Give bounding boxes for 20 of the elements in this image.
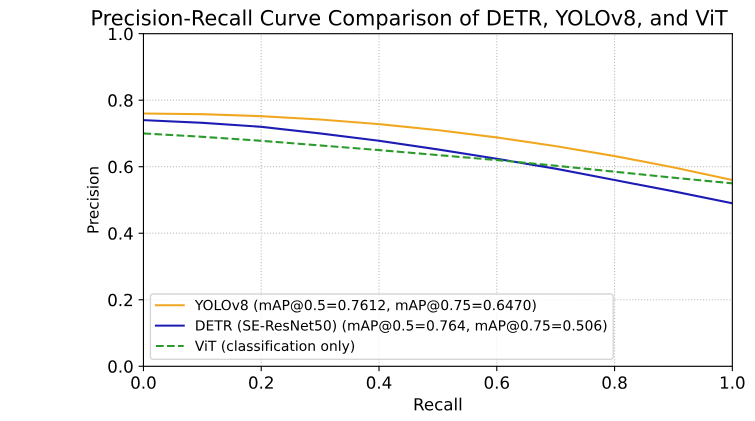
legend-label: DETR (SE-ResNet50) (mAP@0.5=0.764, mAP@0.75=0.506) <box>196 320 606 333</box>
x-tick-label: 0.8 <box>602 376 627 389</box>
y-tick-label: 0.2 <box>108 294 132 306</box>
x-tick-label: 0.2 <box>249 376 273 389</box>
x-tick-label: 1.0 <box>720 376 744 389</box>
y-tick-label: 0.4 <box>108 227 133 240</box>
line-series <box>143 119 732 204</box>
legend-label: ViT (classification only) <box>194 340 354 354</box>
x-tick-label: 0.0 <box>131 376 156 389</box>
x-axis-title: Recall <box>414 398 462 411</box>
y-tick-label: 0.8 <box>108 94 133 107</box>
line-series <box>143 112 732 182</box>
x-tick-label: 0.4 <box>366 376 392 389</box>
x-tick-label: 0.6 <box>484 376 509 389</box>
line-series <box>143 132 732 184</box>
y-axis-title: Precision <box>86 167 99 233</box>
y-tick-label: 0.0 <box>108 360 133 373</box>
legend-label: YOLOv8 (mAP@0.5=0.7612, mAP@0.75=0.6470) <box>194 300 536 313</box>
y-tick-label: 1.0 <box>109 28 133 40</box>
y-tick-label: 0.6 <box>108 160 133 174</box>
